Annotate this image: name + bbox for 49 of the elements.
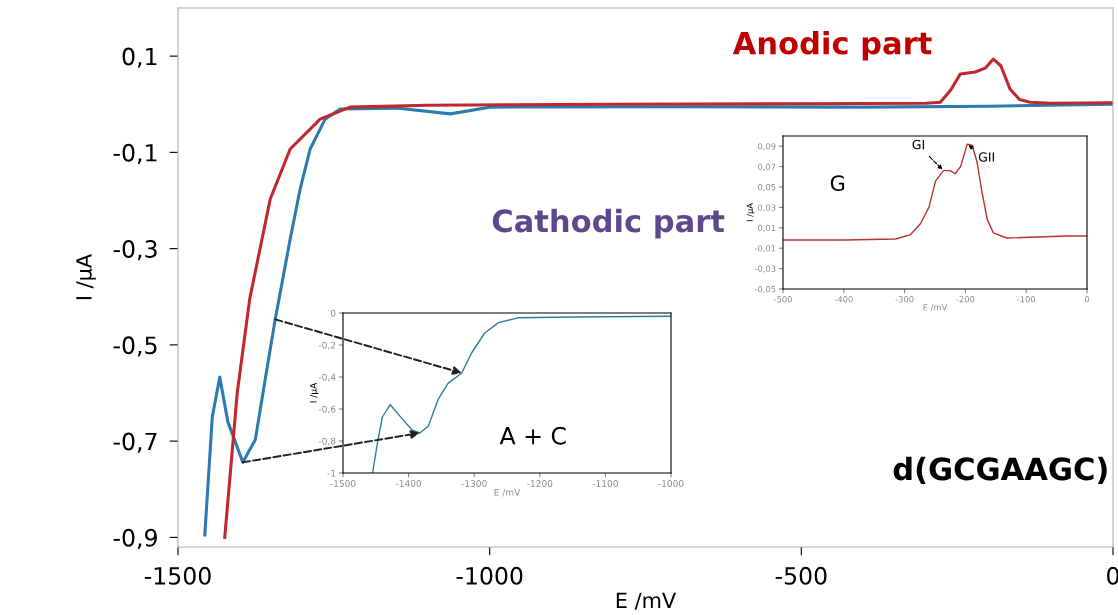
x-tick-label: -100 <box>1017 296 1036 303</box>
y-axis-title: I /µA <box>76 254 96 300</box>
x-tick-label: -1400 <box>395 480 422 487</box>
x-tick-label: -1000 <box>658 480 684 487</box>
y-tick-label: 0,05 <box>758 183 776 192</box>
y-axis-title: I /µA <box>746 203 755 222</box>
y-axis-title: I /µA <box>309 382 319 403</box>
annotation: Cathodic part <box>492 208 725 239</box>
y-tick-label: -0,6 <box>318 405 336 414</box>
y-tick-label: -0,3 <box>113 240 157 261</box>
y-tick-label: -0,9 <box>113 528 157 550</box>
annotation: Anodic part <box>732 30 932 61</box>
annotation: GI <box>912 139 924 150</box>
x-axis-title: E /mV <box>923 304 948 312</box>
x-tick-label: -1500 <box>144 566 211 585</box>
x-axis-title: E /mV <box>494 488 521 497</box>
x-axis-title: E /mV <box>616 592 676 610</box>
y-tick-label: -0,1 <box>113 143 157 165</box>
y-tick-label: 0,01 <box>758 224 776 232</box>
y-tick-label: -0,8 <box>318 437 336 446</box>
x-tick-label: -500 <box>773 296 792 303</box>
x-tick-label: -1100 <box>592 480 618 487</box>
y-tick-label: -0,05 <box>754 285 776 294</box>
annotation: GII <box>978 152 994 162</box>
x-tick-label: 0 <box>1084 296 1090 303</box>
x-tick-label: -400 <box>834 296 853 303</box>
annotation: G <box>830 175 845 191</box>
y-tick-label: -0,4 <box>318 373 336 382</box>
x-tick-label: -1000 <box>456 566 523 585</box>
y-tick-label: -0,01 <box>754 245 776 253</box>
x-tick-label: -1500 <box>330 480 356 487</box>
x-tick-label: -500 <box>775 566 827 585</box>
annotation: d(GCGAAGC) <box>893 456 1107 484</box>
x-tick-label: -1200 <box>527 480 553 487</box>
x-tick-label: -1300 <box>461 480 487 487</box>
x-tick-label: -200 <box>956 296 975 303</box>
y-tick-label: 0,09 <box>758 143 776 151</box>
y-tick-label: 0,07 <box>758 163 776 171</box>
y-tick-label: -1 <box>327 469 336 477</box>
y-tick-label: -0,03 <box>754 265 776 273</box>
y-tick-label: -0,5 <box>113 336 157 357</box>
y-tick-label: -0,2 <box>318 341 336 350</box>
x-tick-label: 0 <box>1107 566 1118 585</box>
y-tick-label: 0,1 <box>122 47 157 68</box>
y-tick-label: 0,03 <box>758 204 776 212</box>
y-tick-label: -0,7 <box>113 432 157 453</box>
annotation: A + C <box>499 426 566 445</box>
y-tick-label: 0 <box>330 309 336 317</box>
x-tick-label: -300 <box>895 296 914 303</box>
